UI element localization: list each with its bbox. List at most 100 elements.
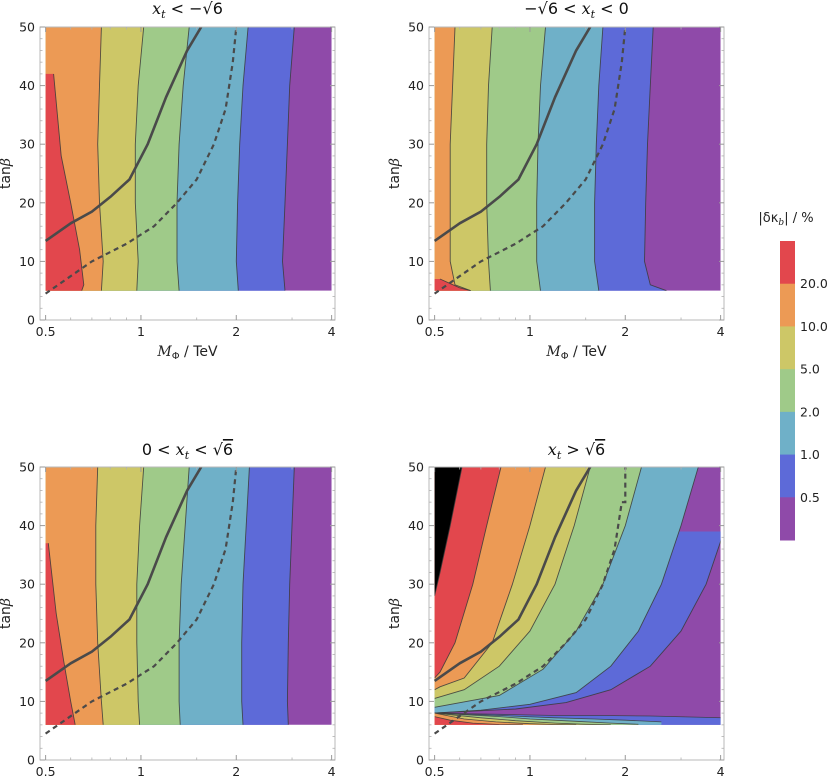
x-tick-label: 1 [526,324,534,339]
legend-label: 1.0 [800,447,820,462]
dashed-curve [433,467,627,735]
x-tick-label: 4 [717,324,725,339]
x-axis-label: MΦ / TeV [545,344,607,362]
y-tick-label: 40 [19,78,35,93]
y-tick-label: 0 [27,313,35,328]
contour-line-6 [286,467,295,725]
y-tick-label: 50 [408,20,424,35]
fan-line-4 [434,712,611,725]
fan-region-6 [434,716,523,725]
y-tick-label: 10 [408,694,424,709]
fan-line-3 [434,712,639,725]
x-tick-label: 1 [137,324,145,339]
y-tick-label: 20 [408,195,424,210]
contour-line-3 [486,27,493,291]
contour-line-3 [136,467,145,725]
contour-line-4 [178,467,190,725]
region-3 [434,27,493,291]
overlay-lines [44,27,238,295]
legend-swatch-2 [780,283,795,327]
legend-swatch-5 [780,411,795,456]
region-1 [45,73,84,291]
overlay-lines [44,467,238,735]
solid-curve [433,467,592,682]
legend-swatch-7 [780,497,795,541]
x-tick-label: 4 [717,764,725,778]
dashed-curve [433,27,627,295]
panel-title: xt > √6 [548,440,605,462]
contour-line-5 [434,467,642,708]
fan-line-5 [434,712,577,725]
y-tick-label: 0 [416,313,424,328]
plot-area [45,467,332,725]
panel-2: 0 10 20 30 40 50 0.5 1 2 4 MΦ / TeV tanβ −√6 < xt < … [387,0,725,362]
dashed-curve [44,27,238,295]
legend-swatch-4 [780,369,795,413]
contour-line-3 [134,27,145,291]
panel-title: xt < −√6 [152,0,223,21]
fan-line-2 [434,712,662,723]
x-tick-label: 2 [621,764,629,778]
y-tick-label: 30 [19,577,35,592]
contour-line-2 [449,27,471,291]
contour-line-1 [47,543,76,725]
overlay-lines [433,467,627,735]
y-axis-label: tanβ [387,158,403,189]
y-tick-label: 0 [27,753,35,768]
region-2 [434,27,471,291]
y-tick-label: 50 [19,460,35,475]
x-tick-label: 0.5 [36,764,56,778]
panel-frame [428,466,725,761]
x-tick-label: 0.5 [36,324,56,339]
fan-region-5 [434,713,577,725]
y-tick-label: 40 [408,518,424,533]
x-tick-label: 4 [328,764,336,778]
fan-line-6 [434,716,523,725]
y-tick-label: 30 [408,577,424,592]
y-tick-label: 30 [19,137,35,152]
y-axis-label: tanβ [387,598,403,629]
legend-label: 0.5 [800,490,820,505]
contour-line-1 [53,73,85,291]
contour-line-4 [434,467,591,699]
contour-line-1 [434,467,463,597]
x-tick-label: 1 [137,764,145,778]
y-tick-label: 10 [19,694,35,709]
y-axis-label: tanβ [0,598,14,629]
contour-line-5 [594,27,604,291]
x-tick-label: 0.5 [425,324,445,339]
contour-line-6 [434,467,699,714]
y-tick-label: 40 [19,518,35,533]
y-tick-label: 20 [19,635,35,650]
y-tick-label: 40 [408,78,424,93]
y-tick-label: 20 [19,195,35,210]
legend: 20.0 10.0 5.0 2.0 1.0 0.5 |δκb| / % [758,211,828,541]
contour-line-2 [97,27,104,291]
legend-swatch-1 [780,241,795,285]
y-tick-label: 10 [19,254,35,269]
legend-label: 2.0 [800,404,820,419]
y-axis-label: tanβ [0,158,14,189]
contour-line-2 [95,467,104,725]
contour-line-5 [241,467,250,725]
x-tick-label: 2 [232,764,240,778]
legend-title: |δκb| / % [758,211,813,228]
legend-label: 10.0 [800,319,828,334]
contour-line-4 [536,27,546,291]
panel-title: −√6 < xt < 0 [524,0,629,21]
contour-line-6 [644,27,667,291]
legend-swatch-3 [780,326,795,370]
contour-line-4 [176,27,190,291]
solid-curve [44,27,203,242]
y-tick-label: 50 [408,460,424,475]
y-tick-label: 20 [408,635,424,650]
panel-frame [428,26,725,321]
legend-swatch-6 [780,454,795,498]
dashed-curve [44,467,238,735]
solid-curve [433,27,592,242]
y-tick-label: 10 [408,254,424,269]
legend-label: 5.0 [800,362,820,377]
